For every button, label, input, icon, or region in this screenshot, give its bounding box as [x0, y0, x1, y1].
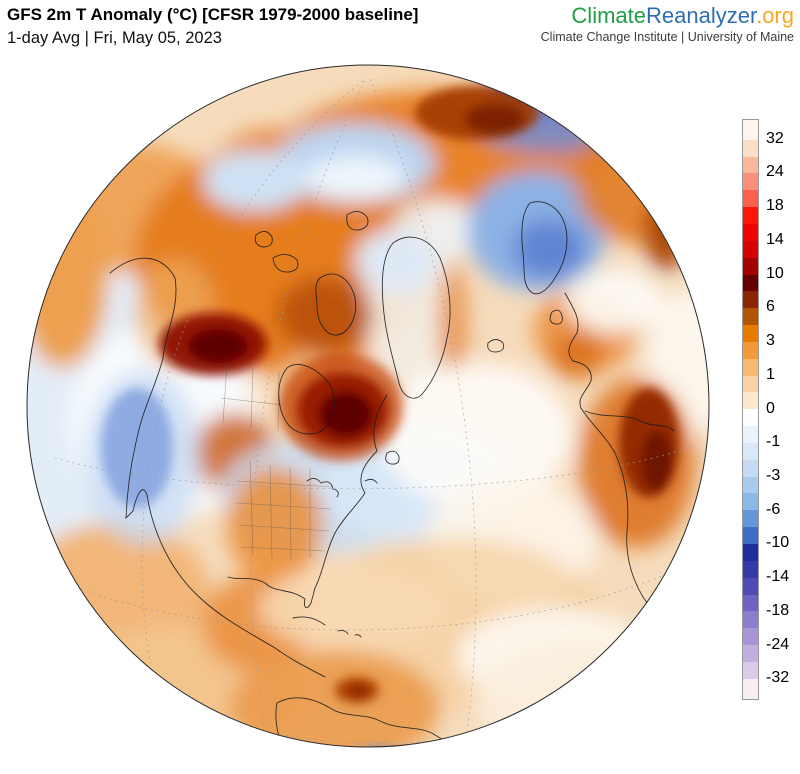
- colorbar-segment: [743, 223, 758, 241]
- colorbar-tick: 32: [766, 129, 784, 147]
- colorbar-segment: [743, 257, 758, 275]
- colorbar-tick: -3: [766, 466, 781, 484]
- colorbar-segment: [743, 375, 758, 393]
- page-title: GFS 2m T Anomaly (°C) [CFSR 1979-2000 ba…: [7, 5, 419, 24]
- colorbar-segment: [743, 628, 758, 646]
- colorbar-tick: -1: [766, 433, 781, 451]
- colorbar-segment: [743, 190, 758, 208]
- site-logo-tagline: Climate Change Institute | University of…: [540, 30, 794, 44]
- colorbar-segment: [743, 493, 758, 511]
- globe-map: [25, 63, 711, 749]
- colorbar-tick: 6: [766, 298, 775, 316]
- colorbar-segment: [743, 392, 758, 410]
- colorbar-segment: [743, 409, 758, 427]
- colorbar-tick-labels: 32 24 18 14 10 6 3 1 0 -1 -3 -6 -10 -14 -18 -24 -32: [766, 119, 800, 698]
- colorbar-segment: [743, 459, 758, 477]
- colorbar-segment: [743, 139, 758, 157]
- colorbar-segment: [743, 426, 758, 443]
- colorbar-tick: 0: [766, 399, 775, 417]
- colorbar-segment: [743, 120, 758, 140]
- colorbar-segment: [743, 611, 758, 629]
- colorbar-tick: 18: [766, 197, 784, 215]
- colorbar-segment: [743, 207, 758, 224]
- state-borders: [220, 362, 334, 562]
- site-logo-part: Reanalyzer: [646, 3, 757, 28]
- colorbar-segment: [743, 645, 758, 662]
- colorbar-tick: -14: [766, 568, 790, 586]
- colorbar-segment: [743, 308, 758, 326]
- site-logo-part: Climate: [571, 3, 646, 28]
- colorbar-tick: 3: [766, 332, 775, 350]
- colorbar-segment: [743, 240, 758, 258]
- colorbar-segment: [743, 156, 758, 174]
- colorbar-segment: [743, 661, 758, 679]
- colorbar-segment: [743, 325, 758, 342]
- colorbar-segment: [743, 358, 758, 376]
- colorbar-segment: [743, 544, 758, 561]
- colorbar-tick: -32: [766, 669, 790, 687]
- colorbar-tick: -10: [766, 534, 790, 552]
- map-date-subtitle: 1-day Avg | Fri, May 05, 2023: [7, 29, 222, 47]
- colorbar-tick: 24: [766, 163, 784, 181]
- globe-outline: [26, 64, 710, 748]
- site-logo-part: .org: [756, 3, 794, 28]
- colorbar: [742, 119, 759, 700]
- colorbar-segment: [743, 442, 758, 460]
- colorbar-tick: 14: [766, 230, 784, 248]
- colorbar-segment: [743, 173, 758, 191]
- colorbar-segment: [743, 291, 758, 309]
- colorbar-segment: [743, 510, 758, 528]
- colorbar-segment: [743, 341, 758, 359]
- colorbar-tick: -18: [766, 601, 790, 619]
- colorbar-segment: [743, 274, 758, 292]
- colorbar-segment: [743, 476, 758, 494]
- colorbar-segment: [743, 527, 758, 544]
- colorbar-tick: 1: [766, 365, 775, 383]
- coastlines: [109, 201, 675, 747]
- site-logo[interactable]: ClimateReanalyzer.org Climate Change Ins…: [541, 3, 794, 44]
- colorbar-tick: 10: [766, 264, 784, 282]
- globe-svg: [26, 64, 710, 748]
- site-logo-wordmark[interactable]: ClimateReanalyzer.org: [541, 3, 794, 29]
- colorbar-segment: [743, 678, 758, 699]
- colorbar-segment: [743, 577, 758, 595]
- colorbar-segment: [743, 594, 758, 612]
- colorbar-tick: -24: [766, 635, 790, 653]
- colorbar-tick: -6: [766, 500, 781, 518]
- anomaly-field: [27, 65, 709, 747]
- colorbar-segment: [743, 560, 758, 578]
